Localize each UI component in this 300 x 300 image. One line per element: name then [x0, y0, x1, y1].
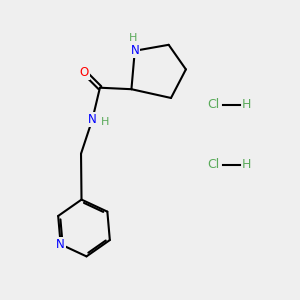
Text: Cl: Cl: [207, 158, 219, 172]
Text: H: H: [242, 158, 251, 172]
Text: H: H: [129, 33, 137, 43]
Text: Cl: Cl: [207, 98, 219, 112]
Text: H: H: [101, 117, 109, 127]
Text: H: H: [242, 98, 251, 112]
Text: N: N: [88, 113, 97, 126]
Text: N: N: [130, 44, 139, 57]
Text: N: N: [56, 238, 65, 251]
Text: O: O: [80, 66, 89, 79]
